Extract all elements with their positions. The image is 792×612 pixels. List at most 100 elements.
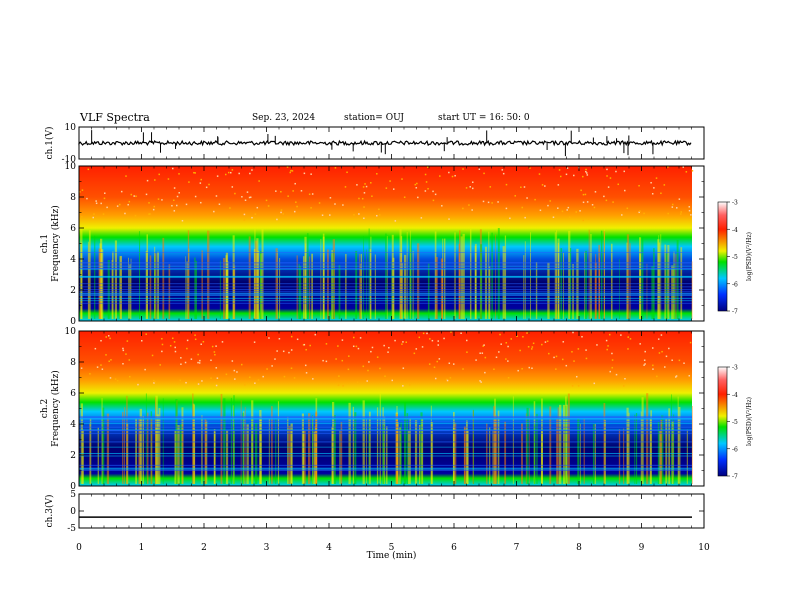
ch1-spectrogram-speckle xyxy=(401,178,403,180)
ch2-spectrogram-impulse xyxy=(430,405,432,484)
ch1-spectrogram-speckle xyxy=(103,197,106,200)
ch1-spectrogram-speckle xyxy=(439,175,441,177)
ch1-spectrogram-speckle xyxy=(682,166,685,168)
ch1-spectrogram-speckle xyxy=(176,195,179,198)
ch1-spectrogram-impulse xyxy=(524,241,526,319)
ch2-spectrogram-speckle xyxy=(437,340,439,342)
ch1-spectrogram-speckle xyxy=(680,211,683,213)
ch1-spectrogram-speckle xyxy=(148,202,150,204)
ch1-spectrogram-speckle xyxy=(321,214,324,216)
ch1-spectrogram-speckle xyxy=(286,166,289,168)
ch1-spectrogram-speckle xyxy=(573,174,575,177)
ch1-spectrogram-impulse xyxy=(392,257,395,319)
ch2-spectrogram-impulse xyxy=(135,418,138,484)
ch1-spectrogram-speckle xyxy=(295,201,297,203)
ch2-spectrogram-speckle xyxy=(548,352,550,355)
ch2-spectrogram-impulse xyxy=(89,417,92,484)
ch2-spectrogram-speckle xyxy=(253,341,256,343)
ch2-spectrogram-speckle xyxy=(101,368,104,370)
ch2-spectrogram-speckle xyxy=(688,375,691,377)
ch1-spectrogram-impulse xyxy=(333,250,335,319)
ch1-spectrogram-speckle xyxy=(660,192,662,195)
ch1-spectrogram-speckle xyxy=(194,172,196,174)
ch1-spectrogram-impulse xyxy=(671,265,674,319)
ch2-spectrogram-impulse xyxy=(406,413,409,484)
ch2-spectrogram-speckle xyxy=(161,343,164,346)
ch1-spectrogram-impulse xyxy=(568,230,571,319)
ch1-spectrogram-ylabel: Frequency (kHz) xyxy=(50,205,61,282)
ch2-spectrogram-speckle xyxy=(479,380,481,382)
ch1-spectrogram-speckle xyxy=(365,185,368,188)
ch1-spectrogram-speckle xyxy=(678,198,681,200)
ch2-spectrogram-impulse xyxy=(577,417,580,484)
ch2-spectrogram-speckle xyxy=(408,383,411,386)
ch1-spectrogram-speckle xyxy=(256,206,259,209)
ch2-spectrogram-speckle xyxy=(370,350,372,353)
ch2-spectrogram-impulse xyxy=(583,419,585,484)
ch2-spectrogram-speckle xyxy=(541,343,543,346)
ch2-spectrogram-impulse xyxy=(246,424,249,484)
ch1-spectrogram-speckle xyxy=(680,213,682,215)
ch1-spectrogram-speckle xyxy=(389,180,391,182)
ch1-waveform-trace xyxy=(78,139,692,147)
ch1-spectrogram-speckle xyxy=(176,204,178,207)
ch2-spectrogram-speckle xyxy=(128,359,131,361)
ch1-spectrogram-impulse xyxy=(502,246,505,319)
ch2-spectrogram-speckle xyxy=(460,332,462,334)
ch2-spectrogram-impulse xyxy=(566,404,568,484)
ch2-spectrogram-speckle xyxy=(561,358,564,361)
ch1-colorbar-label: log(PSD)(V²/Hz) xyxy=(746,232,753,281)
ch1-spectrogram-speckle xyxy=(471,187,474,190)
ch1-spectrogram-impulse xyxy=(87,241,89,319)
ch2-spectrogram-speckle xyxy=(615,373,618,376)
ch1-spectrogram-speckle xyxy=(208,183,210,186)
ch1-spectrogram-speckle xyxy=(303,172,306,175)
ch1-spectrogram-speckle xyxy=(586,174,589,176)
ch2-spectrogram-speckle xyxy=(581,335,583,338)
ch2-spectrogram-speckle xyxy=(376,356,379,358)
ch1-spectrogram-impulse xyxy=(629,243,631,319)
ch2-spectrogram-speckle xyxy=(522,336,524,338)
ch1-spectrogram-speckle xyxy=(128,200,131,203)
ch1-spectrogram-speckle xyxy=(582,219,585,222)
ch2-spectrogram-speckle xyxy=(546,340,549,343)
ch1-spectrogram-speckle xyxy=(491,202,493,204)
ch2-spectrogram-impulse xyxy=(661,415,664,484)
ch2-spectrogram-impulse xyxy=(287,416,289,484)
ch2-spectrogram-impulse xyxy=(138,417,141,484)
ch2-spectrogram-impulse xyxy=(158,408,161,484)
ch2-spectrogram-impulse xyxy=(533,424,536,484)
ch1-spectrogram-impulse xyxy=(311,253,314,319)
ch2-spectrogram-speckle xyxy=(233,369,236,372)
ch2-spectrogram-speckle xyxy=(283,375,286,378)
ch1-spectrogram-speckle xyxy=(586,172,588,174)
ch2-spectrogram-speckle xyxy=(577,385,580,387)
ch1-spectrogram-speckle xyxy=(691,170,694,172)
ch2-spectrogram-speckle xyxy=(153,379,155,382)
ch2-spectrogram-speckle xyxy=(225,373,228,376)
ch2-colorbar-tick-label: -4 xyxy=(732,392,738,399)
ch2-spectrogram-impulse xyxy=(414,420,418,484)
ch1-spectrogram-ytick-label: 10 xyxy=(65,162,77,172)
ch1-colorbar xyxy=(717,201,728,312)
ch2-spectrogram-impulse xyxy=(626,407,629,484)
ch1-spectrogram-impulse xyxy=(557,243,559,319)
ch1-spectrogram-speckle xyxy=(441,205,443,207)
ch1-spectrogram-speckle xyxy=(607,186,610,188)
ch2-spectrogram-speckle xyxy=(532,342,535,345)
ch2-spectrogram-impulse xyxy=(220,393,223,484)
ch2-spectrogram-impulse xyxy=(315,412,318,484)
ch1-spectrogram-speckle xyxy=(167,178,170,180)
ch2-spectrogram-speckle xyxy=(312,378,314,380)
ch1-spectrogram-speckle xyxy=(561,210,564,213)
ch1-spectrogram-speckle xyxy=(95,200,97,202)
ch2-spectrogram-speckle xyxy=(462,368,464,370)
ch2-spectrogram-speckle xyxy=(368,361,370,363)
ch1-spectrogram-speckle xyxy=(79,191,81,193)
ch1-spectrogram-impulse xyxy=(261,229,264,319)
ch2-spectrogram-speckle xyxy=(627,336,629,338)
ch2-spectrogram-speckle xyxy=(169,344,172,347)
ch1-spectrogram-impulse xyxy=(556,230,558,319)
ch2-spectrogram-impulse xyxy=(526,407,529,484)
ch2-spectrogram-speckle xyxy=(593,382,596,385)
